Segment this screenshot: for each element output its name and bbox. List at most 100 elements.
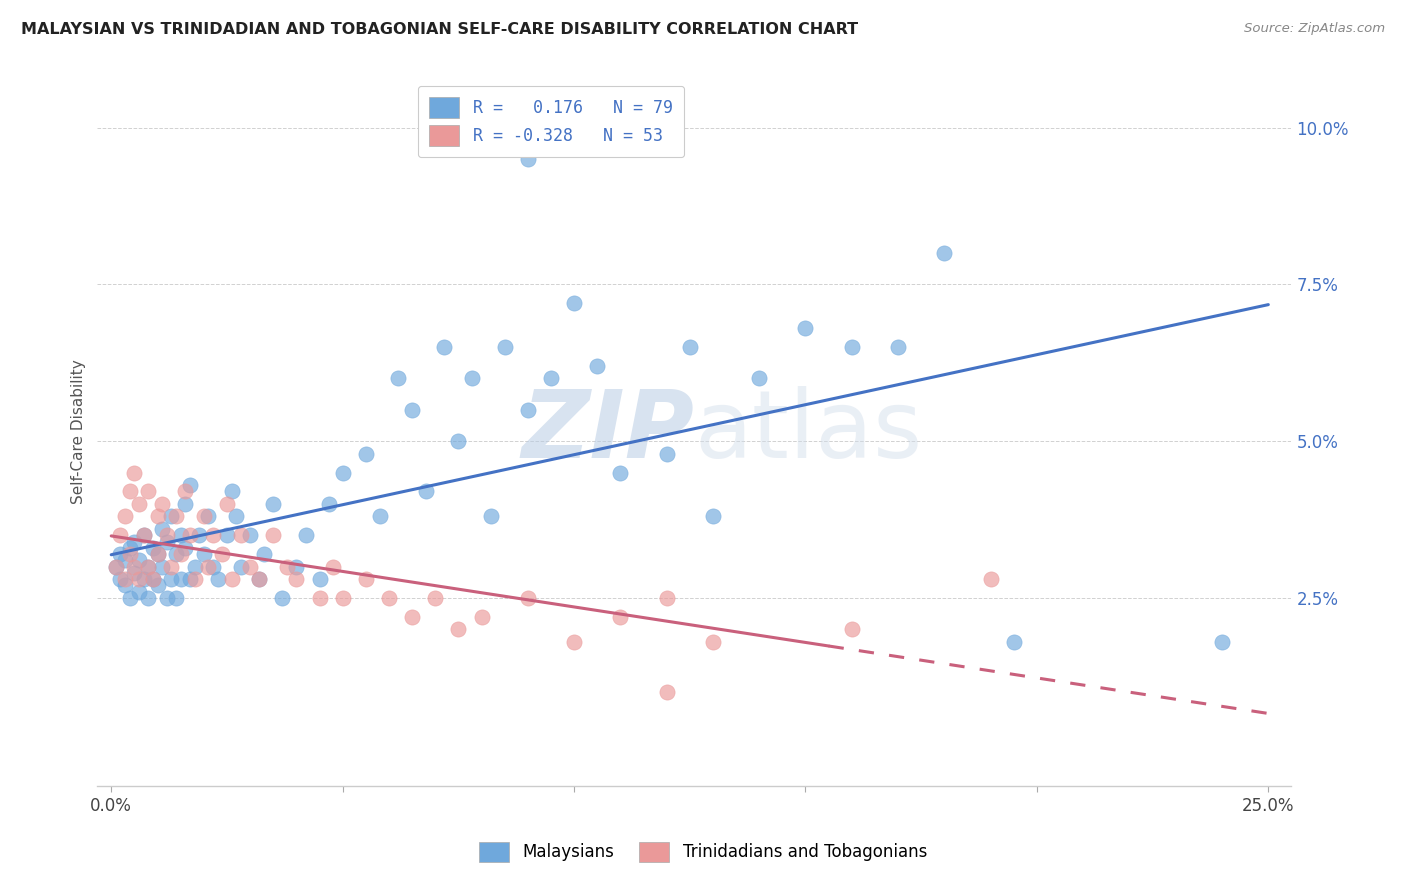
Point bbox=[215, 497, 238, 511]
Point bbox=[128, 584, 150, 599]
Legend: Malaysians, Trinidadians and Tobagonians: Malaysians, Trinidadians and Tobagonians bbox=[471, 833, 935, 871]
Point bbox=[387, 371, 409, 385]
Point bbox=[516, 402, 538, 417]
Point bbox=[146, 509, 169, 524]
Point bbox=[433, 340, 456, 354]
Point bbox=[146, 547, 169, 561]
Point bbox=[318, 497, 340, 511]
Point bbox=[114, 578, 136, 592]
Point bbox=[160, 559, 183, 574]
Point bbox=[104, 559, 127, 574]
Text: Source: ZipAtlas.com: Source: ZipAtlas.com bbox=[1244, 22, 1385, 36]
Point bbox=[461, 371, 484, 385]
Point bbox=[193, 509, 215, 524]
Point bbox=[197, 559, 219, 574]
Point bbox=[401, 402, 423, 417]
Point bbox=[447, 434, 470, 449]
Point bbox=[197, 509, 219, 524]
Legend: R =   0.176   N = 79, R = -0.328   N = 53: R = 0.176 N = 79, R = -0.328 N = 53 bbox=[418, 86, 685, 157]
Point bbox=[702, 635, 724, 649]
Point bbox=[160, 572, 183, 586]
Point bbox=[271, 591, 294, 605]
Point bbox=[124, 566, 146, 580]
Point bbox=[211, 547, 233, 561]
Point bbox=[160, 509, 183, 524]
Point bbox=[368, 509, 391, 524]
Point bbox=[655, 685, 678, 699]
Point bbox=[114, 509, 136, 524]
Point bbox=[110, 572, 132, 586]
Point bbox=[841, 623, 863, 637]
Point bbox=[655, 591, 678, 605]
Point bbox=[124, 466, 146, 480]
Point bbox=[183, 572, 205, 586]
Point bbox=[609, 609, 631, 624]
Point bbox=[146, 578, 169, 592]
Point bbox=[516, 152, 538, 166]
Point bbox=[118, 484, 141, 499]
Point bbox=[146, 547, 169, 561]
Point bbox=[118, 541, 141, 555]
Point bbox=[354, 572, 377, 586]
Point bbox=[308, 591, 330, 605]
Point bbox=[132, 572, 155, 586]
Point bbox=[794, 321, 817, 335]
Point bbox=[332, 591, 354, 605]
Point bbox=[415, 484, 437, 499]
Point bbox=[378, 591, 401, 605]
Point bbox=[702, 509, 724, 524]
Point bbox=[179, 572, 201, 586]
Point bbox=[202, 559, 225, 574]
Point bbox=[142, 572, 165, 586]
Point bbox=[110, 547, 132, 561]
Point bbox=[225, 509, 247, 524]
Point bbox=[285, 572, 308, 586]
Point bbox=[136, 559, 159, 574]
Point bbox=[294, 528, 316, 542]
Point bbox=[179, 478, 201, 492]
Point bbox=[124, 559, 146, 574]
Point bbox=[165, 591, 187, 605]
Point bbox=[562, 296, 585, 310]
Point bbox=[136, 591, 159, 605]
Point bbox=[262, 497, 284, 511]
Point bbox=[934, 246, 956, 260]
Point bbox=[332, 466, 354, 480]
Point bbox=[136, 559, 159, 574]
Y-axis label: Self-Care Disability: Self-Care Disability bbox=[72, 359, 86, 504]
Point bbox=[285, 559, 308, 574]
Point bbox=[308, 572, 330, 586]
Point bbox=[247, 572, 270, 586]
Point bbox=[193, 547, 215, 561]
Point bbox=[132, 528, 155, 542]
Point bbox=[1211, 635, 1233, 649]
Point bbox=[128, 572, 150, 586]
Point bbox=[174, 541, 197, 555]
Point bbox=[118, 547, 141, 561]
Point bbox=[136, 484, 159, 499]
Point bbox=[239, 528, 262, 542]
Point bbox=[142, 541, 165, 555]
Point bbox=[207, 572, 229, 586]
Point bbox=[104, 559, 127, 574]
Point bbox=[425, 591, 447, 605]
Point bbox=[247, 572, 270, 586]
Point bbox=[150, 559, 173, 574]
Point bbox=[165, 509, 187, 524]
Point bbox=[540, 371, 562, 385]
Point bbox=[401, 609, 423, 624]
Point bbox=[156, 591, 179, 605]
Point bbox=[169, 528, 191, 542]
Point bbox=[183, 559, 205, 574]
Point bbox=[586, 359, 609, 373]
Point bbox=[156, 534, 179, 549]
Point bbox=[655, 447, 678, 461]
Point bbox=[215, 528, 238, 542]
Point bbox=[174, 497, 197, 511]
Point bbox=[479, 509, 502, 524]
Point bbox=[229, 559, 252, 574]
Point bbox=[169, 572, 191, 586]
Point bbox=[114, 553, 136, 567]
Text: atlas: atlas bbox=[695, 386, 922, 478]
Point bbox=[322, 559, 344, 574]
